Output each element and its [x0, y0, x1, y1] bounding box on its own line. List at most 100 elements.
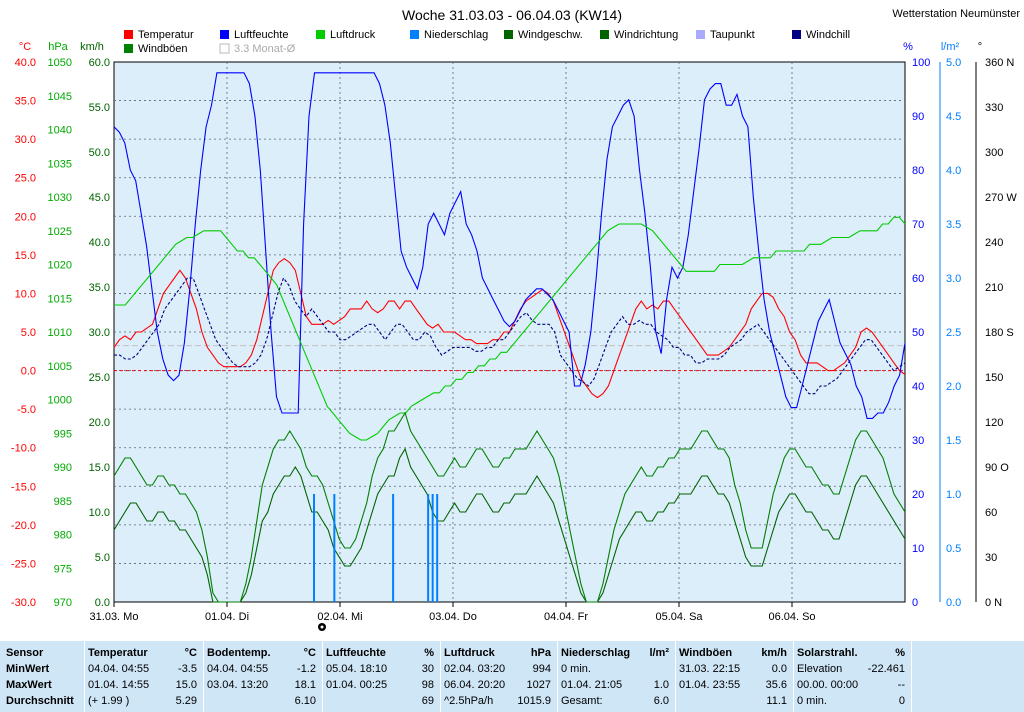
cell-time: 01.04. 21:05	[561, 679, 623, 691]
column-title: Luftfeuchte	[326, 647, 386, 659]
cell-value: 98	[421, 679, 434, 691]
legend-label: Windchill	[806, 29, 850, 41]
axis-unit-label: %	[903, 41, 913, 53]
y-tick-label: 60	[985, 507, 997, 519]
series-line	[114, 276, 906, 395]
y-tick-label: 1030	[48, 192, 72, 204]
axis-unit-label: °	[978, 41, 982, 53]
column-separator	[322, 641, 323, 712]
x-tick-label: 05.04. Sa	[655, 611, 703, 623]
cell-time: 0 min.	[797, 695, 827, 707]
y-tick-label: 10.0	[89, 507, 110, 519]
cell-value: 6.0	[653, 695, 669, 707]
stats-column: Solarstrahl.% Elevation -22.461 00.00. 00:0…	[797, 645, 905, 709]
column-unit: °C	[303, 647, 316, 659]
cell-value: 15.0	[175, 679, 197, 691]
y-tick-label: 60	[912, 273, 924, 285]
legend-swatch	[219, 43, 230, 54]
stats-column: Bodentemp. °C 04.04. 04:55 -1.2 03.04. 13:20…	[207, 645, 316, 709]
y-tick-label: 55.0	[89, 102, 110, 114]
column-separator	[84, 641, 85, 712]
series-line	[113, 447, 906, 603]
grid	[114, 62, 905, 602]
stats-row-labels: Sensor MinWert MaxWert Durchschnitt	[6, 645, 74, 709]
cell-value: 6.10	[294, 695, 316, 707]
axes: 40.0 35.0 30.0 25.0 20.0 15.0 10.0 5.0 0.0 -5.0 -1…	[11, 57, 1017, 609]
column-separator	[203, 641, 204, 712]
column-title: Solarstrahl.	[797, 647, 858, 659]
y-tick-label: 0.0	[21, 366, 36, 378]
y-tick-label: 45.0	[89, 192, 110, 204]
column-separator	[793, 641, 794, 712]
cell-value: 994	[532, 663, 551, 675]
cell-time: 06.04. 20:20	[444, 679, 506, 691]
cell-time: 0 min.	[561, 663, 591, 675]
legend-swatch	[792, 30, 801, 39]
stats-column: Windböen km/h 31.03. 22:15 0.0 01.04. 23:55 3…	[679, 645, 787, 709]
y-tick-label: 25.0	[89, 372, 110, 384]
y-tick-label: 970	[54, 597, 72, 609]
y-tick-label: 50	[912, 327, 924, 339]
station-name: Wetterstation Neumünster	[892, 8, 1020, 20]
axis-unit-label: l/m²	[941, 41, 960, 53]
y-tick-label: 1035	[48, 158, 72, 170]
column-unit: %	[424, 647, 434, 659]
axis-unit-label: hPa	[48, 41, 68, 53]
y-tick-label: 35.0	[89, 282, 110, 294]
y-tick-label: 210	[985, 282, 1003, 294]
cell-time: Gesamt:	[561, 695, 603, 707]
y-tick-label: 30.0	[89, 327, 110, 339]
y-tick-label: -15.0	[11, 481, 36, 493]
cell-value: 30	[421, 663, 434, 675]
y-tick-label: 20.0	[89, 417, 110, 429]
axis-unit-labels: °C hPa km/h% l/m² °	[19, 41, 982, 53]
y-tick-label: 1045	[48, 91, 72, 103]
cell-value: 1015.9	[517, 695, 551, 707]
stats-column: Luftdruck hPa 02.04. 03:20 994 06.04. 20:20 1…	[444, 645, 551, 709]
row-label: Durchschnitt	[6, 695, 74, 707]
cell-value: 69	[421, 695, 434, 707]
legend-label: Windgeschw.	[518, 29, 583, 41]
cell-time: 31.03. 22:15	[679, 663, 741, 675]
y-tick-label: 360 N	[985, 57, 1014, 69]
x-tick-label: 06.04. So	[768, 611, 815, 623]
y-tick-label: 1000	[48, 395, 72, 407]
y-tick-label: 1010	[48, 327, 72, 339]
legend-label: Taupunkt	[710, 29, 755, 41]
row-label: Sensor	[6, 647, 44, 659]
y-tick-label: 100	[912, 57, 930, 69]
chart-title: Woche 31.03.03 - 06.04.03 (KW14)	[402, 7, 622, 23]
y-tick-label: 5.0	[946, 57, 961, 69]
y-tick-label: 240	[985, 237, 1003, 249]
y-tick-label: 985	[54, 496, 72, 508]
y-tick-label: -20.0	[11, 520, 36, 532]
y-tick-label: 150	[985, 372, 1003, 384]
y-tick-label: 995	[54, 428, 72, 440]
x-tick-label: 03.04. Do	[429, 611, 477, 623]
legend-label: Temperatur	[138, 29, 194, 41]
y-tick-label: 3.0	[946, 273, 961, 285]
stats-column: Temperatur °C 04.04. 04:55 -3.5 01.04. 14:55…	[88, 645, 197, 709]
y-tick-label: -30.0	[11, 597, 36, 609]
y-tick-label: 30	[985, 552, 997, 564]
cell-time: 04.04. 04:55	[88, 663, 150, 675]
y-tick-label: 5.0	[21, 327, 36, 339]
y-tick-label: 300	[985, 147, 1003, 159]
y-tick-label: 80	[912, 165, 924, 177]
y-tick-label: 20.0	[15, 211, 36, 223]
x-tick-label: 31.03. Mo	[90, 611, 139, 623]
cell-time: 00.00. 00:00	[797, 679, 859, 691]
stats-table: Sensor MinWert MaxWert Durchschnitt Temperat…	[0, 641, 1024, 712]
row-label: MaxWert	[6, 679, 52, 691]
legend-label: 3.3 Monat-Ø	[234, 43, 296, 55]
column-title: Windböen	[679, 647, 733, 659]
cell-time: ^2.5hPa/h	[444, 695, 494, 707]
y-tick-label: 2.5	[946, 327, 961, 339]
x-axis: 31.03. Mo 01.04. Di 02.04. Mi 03.04. Do 04.0…	[90, 602, 816, 623]
y-tick-label: 120	[985, 417, 1003, 429]
column-title: Luftdruck	[444, 647, 495, 659]
stats-column: Niederschlag l/m² 0 min. 01.04. 21:05 1.0 Ges…	[561, 645, 669, 709]
y-tick-label: 15.0	[15, 250, 36, 262]
x-tick-label: 04.04. Fr	[544, 611, 588, 623]
